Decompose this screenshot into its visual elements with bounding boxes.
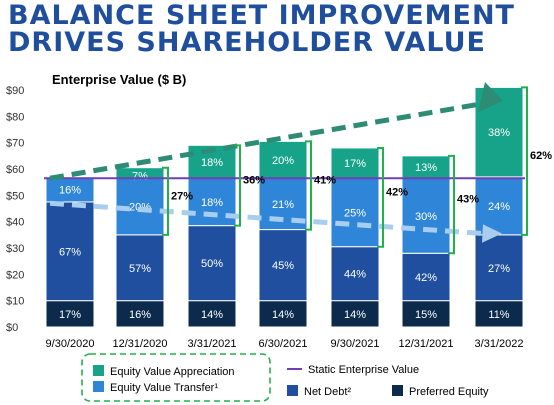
bracket-total-label: 43%	[457, 194, 479, 206]
y-tick-label: $80	[6, 111, 24, 123]
bar-value-label: 50%	[201, 258, 223, 270]
bar-value-label: 11%	[488, 309, 509, 321]
bar-segment	[258, 229, 308, 302]
title-line-1: BALANCE SHEET IMPROVEMENT	[8, 0, 515, 31]
bracket-total-label: 27%	[171, 190, 193, 202]
bracket-total-label: 41%	[314, 174, 336, 186]
legend-swatch-appreciation	[93, 365, 104, 376]
x-tick-label: 9/30/2021	[331, 338, 380, 350]
x-tick-label: 12/31/2020	[112, 338, 167, 350]
y-tick-label: $90	[6, 85, 24, 97]
title-line-2: DRIVES SHAREHOLDER VALUE	[8, 27, 486, 58]
bar-segment	[45, 176, 95, 203]
bar-value-label: 13%	[415, 162, 437, 174]
bar-value-label: 44%	[344, 269, 366, 281]
legend-swatch-preferred	[392, 385, 403, 396]
bar-segment	[330, 147, 380, 179]
bar-segment	[401, 252, 451, 302]
bar-segment	[401, 177, 451, 254]
appreciation-trend-arrow	[49, 100, 486, 181]
bar-segment	[474, 234, 524, 302]
bar-value-label: 30%	[415, 211, 437, 223]
bar-value-label: 67%	[59, 246, 81, 258]
bar-value-label: 21%	[272, 199, 294, 211]
bar-value-label: 25%	[344, 207, 366, 219]
bracket-total-label: 62%	[530, 150, 552, 162]
bar-segment	[187, 300, 237, 328]
bar-segment	[258, 300, 308, 328]
bar-segment	[330, 246, 380, 302]
bar-value-label: 16%	[59, 184, 81, 196]
bar-value-label: 16%	[129, 309, 151, 321]
debt-arrowhead	[482, 224, 502, 243]
y-tick-label: $60	[6, 164, 24, 176]
bar-value-label: 20%	[272, 155, 294, 167]
y-tick-label: $50	[6, 190, 24, 202]
legend-label: Static Enterprise Value	[308, 364, 419, 376]
bar-value-label: 14%	[272, 309, 294, 321]
bar-segment	[187, 225, 237, 302]
bracket-total-label: 42%	[386, 186, 408, 198]
bar-value-label: 17%	[344, 158, 366, 170]
legend-box	[81, 353, 271, 402]
bar-value-label: 57%	[129, 263, 151, 275]
bar-value-label: 14%	[344, 309, 366, 321]
bracket-total-label: 36%	[243, 174, 265, 186]
y-tick-label: $30	[6, 243, 24, 255]
bar-value-label: 38%	[488, 127, 510, 139]
bar-segment	[330, 300, 380, 328]
bracket	[305, 140, 312, 231]
debt-trend-arrow	[49, 200, 484, 237]
bar-value-label: 17%	[59, 309, 81, 321]
legend-label: Equity Value Appreciation	[110, 366, 235, 378]
slide-title: BALANCE SHEET IMPROVEMENT DRIVES SHAREHO…	[8, 2, 515, 56]
bracket	[448, 154, 455, 255]
x-tick-label: 9/30/2020	[46, 338, 95, 350]
x-tick-label: 3/31/2022	[475, 338, 524, 350]
bracket	[521, 86, 528, 236]
legend-label: Net Debt²	[304, 386, 351, 398]
y-tick-label: $70	[6, 138, 24, 150]
appreciation-arrowhead	[478, 82, 503, 113]
legend-label: Equity Value Transfer¹	[110, 382, 218, 394]
x-tick-label: 6/30/2021	[259, 338, 308, 350]
legend-swatch-net-debt	[287, 385, 298, 396]
bar-value-label: 45%	[272, 260, 294, 272]
legend-swatch-transfer	[93, 381, 104, 392]
bar-value-label: 15%	[415, 309, 437, 321]
bracket	[234, 144, 241, 227]
legend-label: Preferred Equity	[409, 386, 489, 398]
bar-value-label: 7%	[132, 171, 148, 183]
bar-segment	[115, 234, 165, 302]
bar-value-label: 42%	[415, 272, 437, 284]
bracket	[377, 146, 384, 248]
bar-segment	[401, 300, 451, 328]
y-tick-label: $40	[6, 217, 24, 229]
bar-value-label: 14%	[201, 309, 223, 321]
bar-value-label: 24%	[488, 201, 510, 213]
bar-value-label: 27%	[488, 263, 510, 275]
x-tick-label: 12/31/2021	[398, 338, 453, 350]
y-tick-label: $0	[6, 322, 18, 334]
bar-value-label: 18%	[201, 157, 223, 169]
bar-segment	[330, 177, 380, 248]
y-tick-label: $20	[6, 269, 24, 281]
bar-value-label: 18%	[201, 197, 223, 209]
bar-segment	[258, 140, 308, 179]
bracket	[162, 166, 169, 236]
bar-segment	[474, 300, 524, 328]
bar-segment	[45, 201, 95, 302]
x-tick-label: 3/31/2021	[188, 338, 237, 350]
y-tick-label: $10	[6, 296, 24, 308]
chart-title: Enterprise Value ($ B)	[52, 72, 186, 87]
